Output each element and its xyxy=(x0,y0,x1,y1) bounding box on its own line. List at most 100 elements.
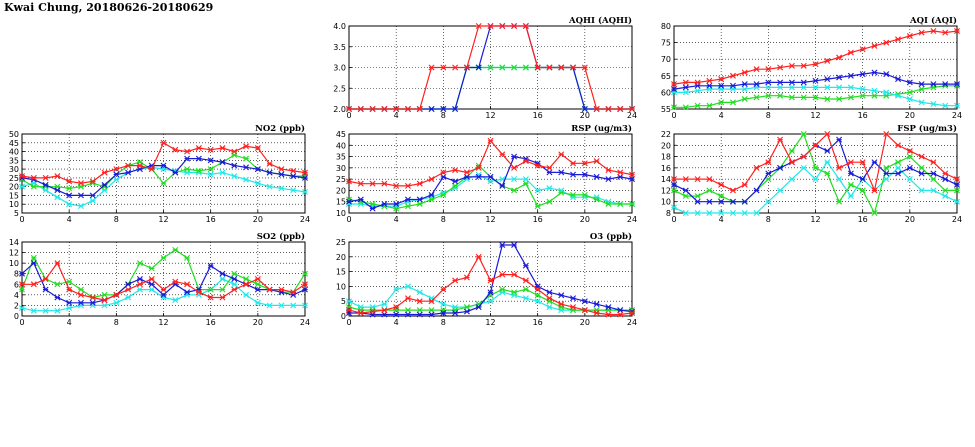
data-point-cyan xyxy=(101,302,108,309)
data-point-blue xyxy=(671,86,677,93)
data-point-green xyxy=(570,191,577,198)
x-tick-label: 8 xyxy=(114,318,119,327)
data-point-blue xyxy=(266,169,273,176)
data-point-cyan xyxy=(942,102,949,109)
data-point-green xyxy=(824,170,831,177)
y-tick-label: 50 xyxy=(9,130,19,139)
data-point-green xyxy=(393,205,400,212)
data-point-blue xyxy=(836,136,843,143)
data-point-red xyxy=(77,291,84,298)
data-point-blue xyxy=(404,311,411,318)
data-point-blue xyxy=(136,276,143,282)
page-title: Kwai Chung, 20180626-20180629 xyxy=(4,1,214,14)
data-point-red xyxy=(629,106,635,112)
y-tick-label: 60 xyxy=(661,88,671,97)
y-tick-label: 2 xyxy=(14,301,19,310)
data-point-blue xyxy=(207,157,214,164)
data-point-green xyxy=(558,189,565,196)
x-tick-label: 0 xyxy=(346,318,351,327)
data-point-green xyxy=(160,180,167,187)
data-point-green xyxy=(800,94,807,101)
data-point-green xyxy=(883,164,890,171)
data-point-green xyxy=(718,193,725,200)
data-point-red xyxy=(452,64,459,71)
data-point-cyan xyxy=(546,185,553,192)
chart-title: FSP (ug/m3) xyxy=(897,123,957,134)
data-point-cyan xyxy=(54,194,61,201)
data-point-red xyxy=(546,64,553,71)
y-tick-label: 80 xyxy=(661,22,671,31)
data-point-red xyxy=(160,139,167,146)
x-tick-label: 20 xyxy=(580,111,590,120)
data-point-green xyxy=(871,92,878,99)
data-point-cyan xyxy=(694,210,701,216)
data-point-blue xyxy=(753,187,760,194)
data-point-red xyxy=(617,311,624,318)
data-point-cyan xyxy=(682,210,689,216)
data-point-blue xyxy=(404,196,411,203)
data-point-cyan xyxy=(942,193,949,200)
data-point-red xyxy=(906,147,913,154)
data-point-blue xyxy=(160,162,167,169)
x-tick-label: 0 xyxy=(671,111,676,120)
x-tick-label: 24 xyxy=(300,318,310,327)
data-point-red xyxy=(357,180,364,187)
data-point-blue xyxy=(930,81,937,88)
y-tick-label: 10 xyxy=(9,259,19,268)
data-point-blue xyxy=(617,307,624,314)
data-point-cyan xyxy=(741,86,748,93)
y-tick-label: 25 xyxy=(336,175,346,184)
data-point-blue xyxy=(694,198,701,205)
data-point-red xyxy=(682,176,689,183)
data-point-cyan xyxy=(847,193,854,200)
data-point-red xyxy=(777,64,784,71)
data-point-red xyxy=(89,178,96,185)
chart-title: RSP (ug/m3) xyxy=(571,123,632,134)
data-point-blue xyxy=(824,76,831,83)
data-point-blue xyxy=(452,178,459,185)
data-point-blue xyxy=(570,171,577,178)
data-point-blue xyxy=(487,289,494,296)
x-tick-label: 12 xyxy=(158,215,168,224)
data-point-red xyxy=(718,181,725,188)
y-tick-label: 20 xyxy=(336,253,346,262)
data-point-red xyxy=(593,310,600,317)
data-point-green xyxy=(511,289,518,296)
data-point-blue xyxy=(942,81,949,88)
data-point-blue xyxy=(89,299,96,306)
data-point-cyan xyxy=(231,281,238,288)
data-point-red xyxy=(463,274,470,281)
data-point-red xyxy=(605,106,612,112)
data-point-cyan xyxy=(278,302,285,309)
data-point-blue xyxy=(463,173,470,180)
data-point-blue xyxy=(942,176,949,183)
data-point-red xyxy=(207,294,214,301)
data-point-red xyxy=(463,64,470,71)
data-point-cyan xyxy=(895,92,902,99)
data-point-cyan xyxy=(800,84,807,91)
data-point-green xyxy=(812,164,819,171)
data-point-red xyxy=(113,166,120,173)
data-point-red xyxy=(290,289,297,296)
data-point-red xyxy=(160,286,167,293)
data-point-green xyxy=(824,96,831,103)
data-point-green xyxy=(617,200,624,207)
data-point-cyan xyxy=(729,210,736,216)
data-point-green xyxy=(546,198,553,205)
data-point-blue xyxy=(416,196,423,203)
data-point-cyan xyxy=(404,283,411,290)
data-point-green xyxy=(207,166,214,173)
data-point-blue xyxy=(605,304,612,311)
data-point-red xyxy=(741,69,748,76)
data-point-blue xyxy=(381,311,388,318)
data-point-red xyxy=(243,281,250,288)
data-point-red xyxy=(148,166,155,173)
x-tick-label: 16 xyxy=(533,215,543,224)
chart-title: O3 (ppb) xyxy=(590,231,632,242)
data-point-green xyxy=(753,94,760,101)
data-point-blue xyxy=(741,198,748,205)
data-point-cyan xyxy=(148,286,155,293)
data-point-blue xyxy=(42,286,49,293)
data-point-green xyxy=(694,193,701,200)
x-tick-label: 20 xyxy=(580,318,590,327)
